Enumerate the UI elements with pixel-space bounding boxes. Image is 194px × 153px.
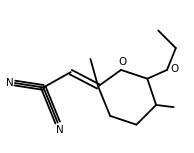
Text: N: N (6, 78, 14, 88)
Text: N: N (56, 125, 64, 135)
Text: O: O (118, 57, 126, 67)
Text: O: O (170, 64, 178, 74)
